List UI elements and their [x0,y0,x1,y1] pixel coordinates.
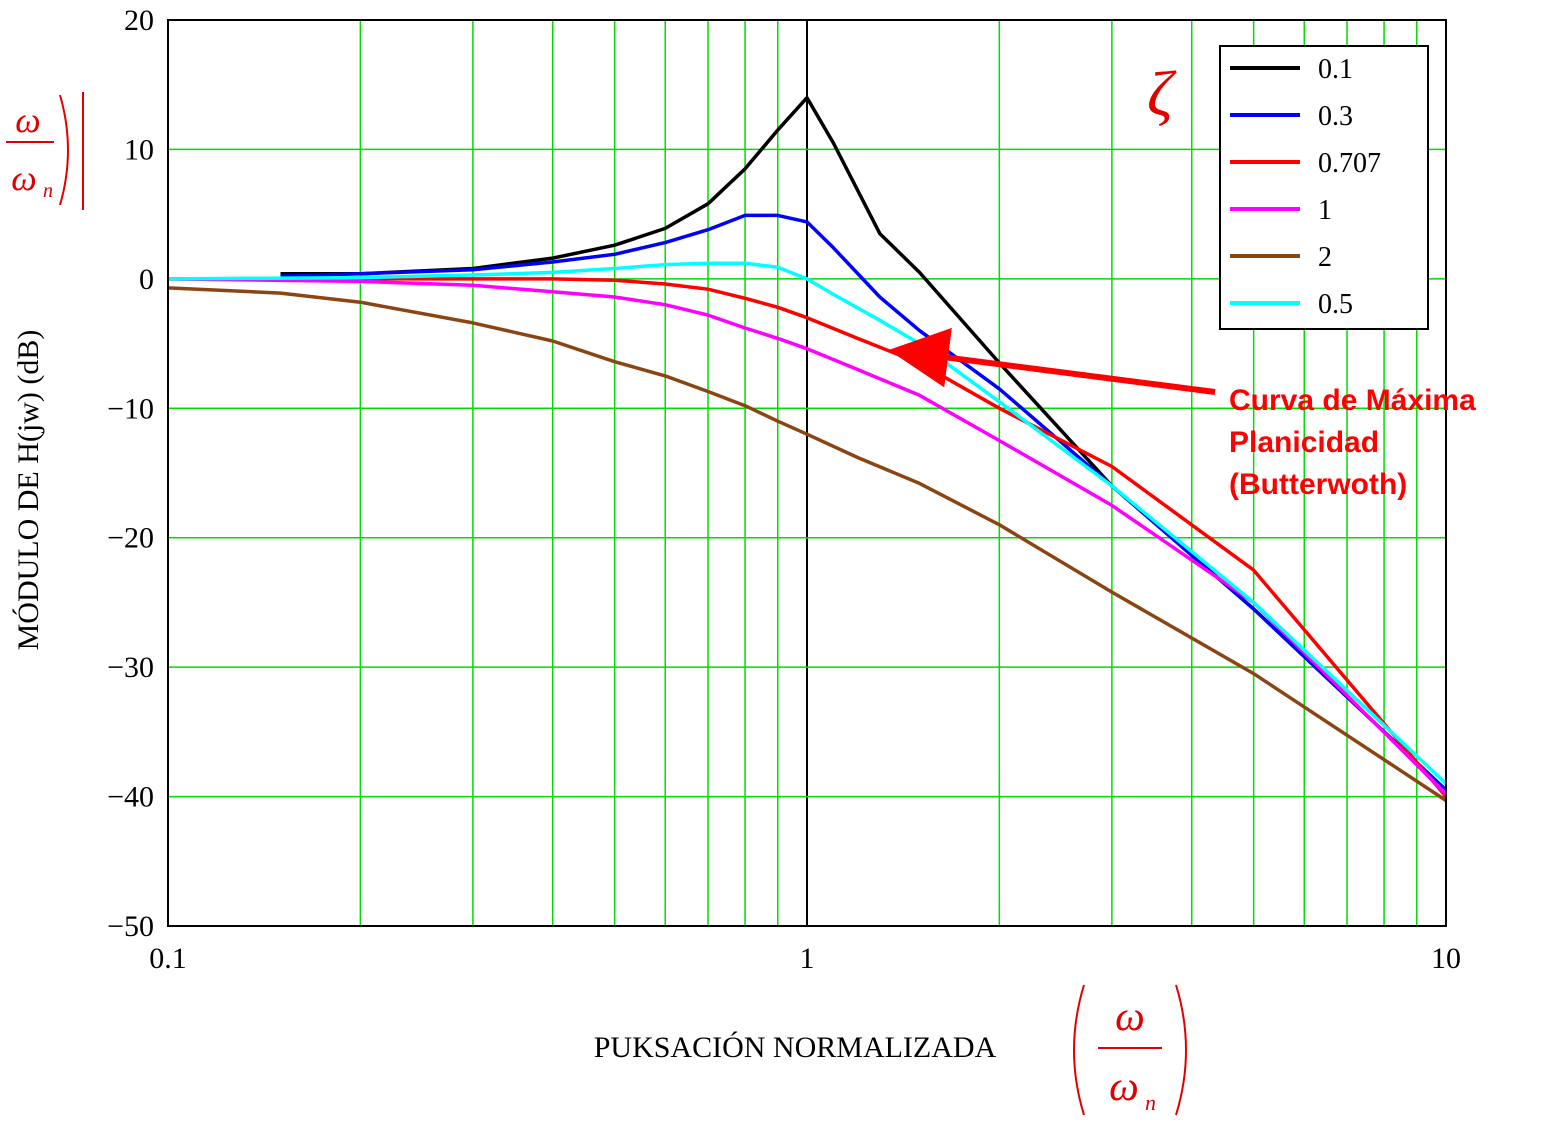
annotation-arrow [888,327,1216,395]
y-tick-label: −50 [107,910,154,943]
butterworth-annotation: Curva de Máxima Planicidad (Butterwoth) [888,327,1476,501]
annotation-line-1: Curva de Máxima [1229,384,1476,417]
series-line-zeta-1 [167,277,1448,796]
y-tick-label: −20 [107,522,154,555]
series-line-zeta-2 [167,286,1447,802]
legend-label-1: 1 [1318,195,1332,226]
x-tick-label: 0.1 [149,942,187,975]
legend-label-0.5: 0.5 [1318,289,1353,320]
legend: 0.1 0.3 0.707 1 2 0.5 [1219,45,1429,330]
series-line-zeta-0.707 [168,277,1448,798]
x-fraction-numerator: ω [1115,994,1145,1040]
y-tick-label: −10 [107,392,154,425]
y-fraction-paren-right [59,94,69,206]
x-fraction-paren-right [1175,984,1187,1116]
zeta-symbol: ζ [1147,58,1177,129]
legend-label-0.707: 0.707 [1318,148,1381,179]
y-tick-label: −40 [107,781,154,814]
x-axis-label: PUKSACIÓN NORMALIZADA [594,1031,997,1064]
y-fraction-denominator: ω [11,158,36,198]
legend-label-2: 2 [1318,242,1332,273]
x-fraction-denominator: ω [1109,1064,1139,1110]
y-tick-label: 10 [124,133,154,166]
series-line-zeta-0.5 [167,261,1448,785]
plot-frame [167,19,1447,927]
y-fraction-numerator: ω [15,100,40,140]
y-tick-label: −30 [107,651,154,684]
annotation-line-3: (Butterwoth) [1229,468,1407,501]
y-axis-fraction-omega-over-omega-n: ω ω n [6,92,84,210]
annotation-line-2: Planicidad [1229,426,1379,459]
series-line-zeta-0.1 [280,95,1448,792]
y-fraction-denominator-subscript: n [43,180,53,202]
y-tick-label: 0 [139,263,154,296]
x-fraction-denominator-subscript: n [1145,1090,1156,1115]
legend-box [1219,45,1429,330]
x-fraction-paren-left [1073,984,1085,1116]
series-group [167,95,1448,802]
x-tick-label: 1 [800,942,815,975]
series-line-zeta-0.3 [280,213,1448,792]
legend-label-0.3: 0.3 [1318,101,1353,132]
y-tick-label: 20 [124,4,154,37]
y-axis-label: MÓDULO DE H(jw) (dB) [12,330,45,651]
legend-label-0.1: 0.1 [1318,54,1353,85]
x-axis-fraction-omega-over-omega-n: ω ω n [1073,984,1187,1116]
x-tick-label: 10 [1431,942,1461,975]
